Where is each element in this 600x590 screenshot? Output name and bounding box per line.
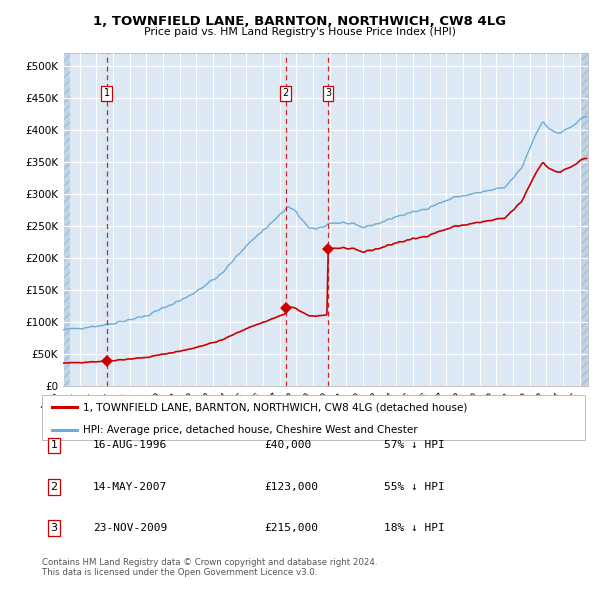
Text: Contains HM Land Registry data © Crown copyright and database right 2024.
This d: Contains HM Land Registry data © Crown c… bbox=[42, 558, 377, 577]
Text: Price paid vs. HM Land Registry's House Price Index (HPI): Price paid vs. HM Land Registry's House … bbox=[144, 27, 456, 37]
HPI: Average price, detached house, Cheshire West and Chester: (2.01e+03, 2.55e+05): Average price, detached house, Cheshire … bbox=[348, 219, 355, 227]
Bar bbox=[63, 53, 70, 386]
Text: 23-NOV-2009: 23-NOV-2009 bbox=[93, 523, 167, 533]
Line: HPI: Average price, detached house, Cheshire West and Chester: HPI: Average price, detached house, Ches… bbox=[63, 117, 587, 330]
Text: £215,000: £215,000 bbox=[264, 523, 318, 533]
HPI: Average price, detached house, Cheshire West and Chester: (2.01e+03, 2.6e+05): Average price, detached house, Cheshire … bbox=[383, 217, 390, 224]
HPI: Average price, detached house, Cheshire West and Chester: (1.99e+03, 9.01e+04): Average price, detached house, Cheshire … bbox=[76, 325, 83, 332]
1, TOWNFIELD LANE, BARNTON, NORTHWICH, CW8 4LG (detached house) bbox=[563, 165, 571, 172]
Text: 3: 3 bbox=[325, 88, 331, 99]
HPI: Average price, detached house, Cheshire West and Chester: (2.01e+03, 2.54e+05): Average price, detached house, Cheshire … bbox=[266, 220, 274, 227]
1, TOWNFIELD LANE, BARNTON, NORTHWICH, CW8 4LG (detached house) bbox=[383, 242, 390, 249]
Bar bbox=[581, 53, 588, 386]
Bar bbox=[63, 53, 70, 386]
Text: 14-MAY-2007: 14-MAY-2007 bbox=[93, 482, 167, 491]
HPI: Average price, detached house, Cheshire West and Chester: (1.99e+03, 8.82e+04): Average price, detached house, Cheshire … bbox=[59, 326, 67, 333]
HPI: Average price, detached house, Cheshire West and Chester: (2.02e+03, 4.02e+05): Average price, detached house, Cheshire … bbox=[563, 125, 571, 132]
Text: 2: 2 bbox=[50, 482, 58, 491]
1, TOWNFIELD LANE, BARNTON, NORTHWICH, CW8 4LG (detached house) bbox=[558, 168, 565, 175]
1, TOWNFIELD LANE, BARNTON, NORTHWICH, CW8 4LG (detached house) bbox=[348, 245, 355, 252]
1, TOWNFIELD LANE, BARNTON, NORTHWICH, CW8 4LG (detached house) bbox=[59, 360, 67, 367]
Text: 1, TOWNFIELD LANE, BARNTON, NORTHWICH, CW8 4LG: 1, TOWNFIELD LANE, BARNTON, NORTHWICH, C… bbox=[94, 15, 506, 28]
1, TOWNFIELD LANE, BARNTON, NORTHWICH, CW8 4LG (detached house) bbox=[266, 316, 274, 323]
Text: 1, TOWNFIELD LANE, BARNTON, NORTHWICH, CW8 4LG (detached house): 1, TOWNFIELD LANE, BARNTON, NORTHWICH, C… bbox=[83, 402, 467, 412]
HPI: Average price, detached house, Cheshire West and Chester: (2.02e+03, 3.97e+05): Average price, detached house, Cheshire … bbox=[558, 129, 565, 136]
Text: HPI: Average price, detached house, Cheshire West and Chester: HPI: Average price, detached house, Ches… bbox=[83, 425, 418, 435]
Text: £123,000: £123,000 bbox=[264, 482, 318, 491]
Text: 3: 3 bbox=[50, 523, 58, 533]
Text: 1: 1 bbox=[50, 441, 58, 450]
Text: 57% ↓ HPI: 57% ↓ HPI bbox=[384, 441, 445, 450]
Bar bbox=[581, 53, 588, 386]
HPI: Average price, detached house, Cheshire West and Chester: (2.03e+03, 4.21e+05): Average price, detached house, Cheshire … bbox=[583, 113, 590, 120]
Text: 55% ↓ HPI: 55% ↓ HPI bbox=[384, 482, 445, 491]
1, TOWNFIELD LANE, BARNTON, NORTHWICH, CW8 4LG (detached house) bbox=[76, 359, 83, 366]
Line: 1, TOWNFIELD LANE, BARNTON, NORTHWICH, CW8 4LG (detached house): 1, TOWNFIELD LANE, BARNTON, NORTHWICH, C… bbox=[63, 158, 587, 363]
Text: 18% ↓ HPI: 18% ↓ HPI bbox=[384, 523, 445, 533]
Text: 2: 2 bbox=[283, 88, 289, 99]
Text: £40,000: £40,000 bbox=[264, 441, 311, 450]
Text: 16-AUG-1996: 16-AUG-1996 bbox=[93, 441, 167, 450]
Text: 1: 1 bbox=[104, 88, 110, 99]
1, TOWNFIELD LANE, BARNTON, NORTHWICH, CW8 4LG (detached house) bbox=[583, 155, 590, 162]
